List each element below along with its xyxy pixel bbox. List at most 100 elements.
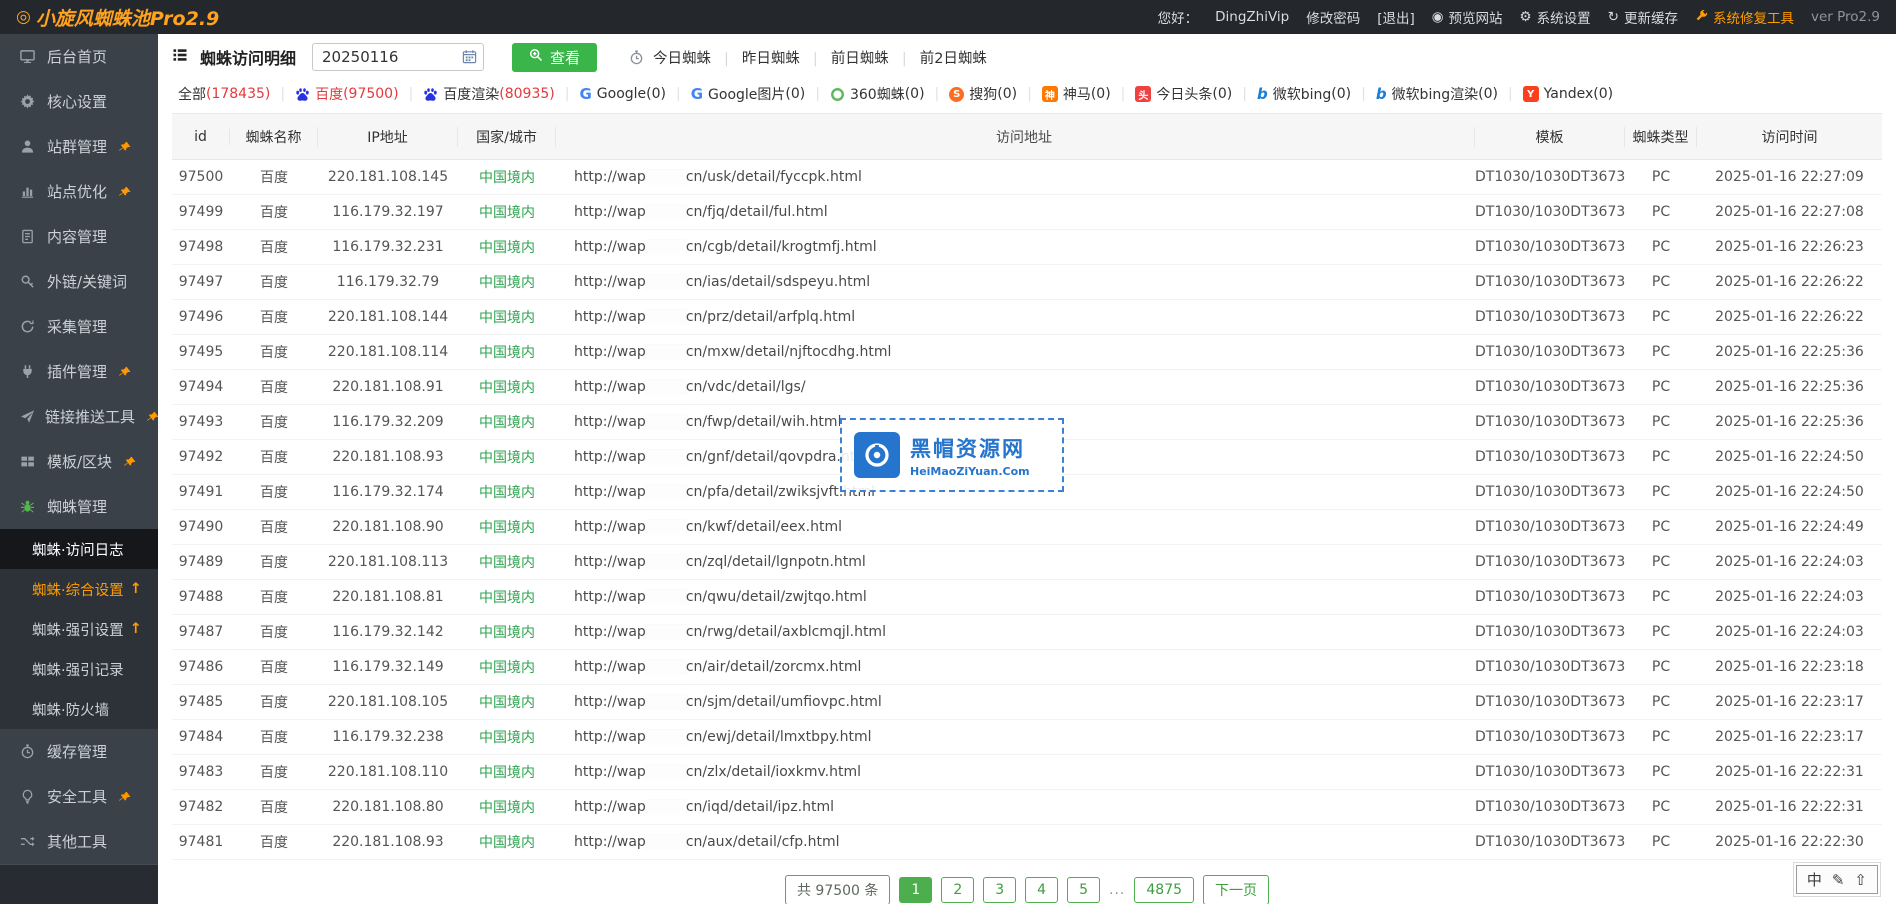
filter-item[interactable]: b 微软bing (0) — [1232, 84, 1351, 104]
system-settings-link[interactable]: ⚙ 系统设置 — [1519, 9, 1591, 27]
bing-icon: b — [1256, 85, 1268, 103]
bulb-icon — [20, 789, 37, 804]
filter-item[interactable]: 百度 (97500) — [270, 84, 399, 104]
sidebar-item-label: 其他工具 — [47, 833, 108, 851]
cell-region: 中国境内 — [479, 205, 535, 221]
filter-item[interactable]: b 微软bing渲染 (0) — [1351, 84, 1498, 104]
filter-item[interactable]: Y Yandex (0) — [1498, 86, 1613, 102]
page-button[interactable]: 3 — [983, 877, 1017, 903]
cell-ip: 116.179.32.209 — [332, 414, 444, 430]
cell-visit-time: 2025-01-16 22:24:03 — [1715, 624, 1864, 640]
filter-item[interactable]: 360蜘蛛 (0) — [805, 84, 925, 104]
quick-links: 今日蜘蛛 昨日蜘蛛 前日蜘蛛 前2日蜘蛛 — [629, 47, 987, 68]
cell-url: http://wap cn/zql/detail/lgnpotn.html — [556, 554, 1475, 570]
sidebar-item[interactable]: 蜘蛛管理 — [0, 484, 158, 529]
cell-visit-time: 2025-01-16 22:24:03 — [1715, 589, 1864, 605]
cell-url: http://wap cn/qwu/detail/zwjtqo.html — [556, 589, 1475, 605]
ime-pen-icon[interactable]: ✎ — [1831, 870, 1845, 889]
cell-region: 中国境内 — [479, 660, 535, 676]
sidebar-item[interactable]: 站群管理 — [0, 124, 158, 169]
preview-site-link[interactable]: ◉ 预览网站 — [1431, 9, 1503, 27]
sidebar-item[interactable]: 站点优化 — [0, 169, 158, 214]
cell-id: 97494 — [178, 379, 224, 395]
filter-item[interactable]: 全部 (178435) — [178, 84, 270, 104]
logout-link[interactable]: [退出] — [1377, 11, 1415, 27]
page-button[interactable]: 5 — [1067, 877, 1101, 903]
cell-spider-type: PC — [1651, 694, 1671, 710]
ime-language-toggle[interactable]: 中 — [1806, 871, 1822, 889]
filter-item[interactable]: 头 今日头条 (0) — [1111, 84, 1232, 104]
sidebar-item[interactable]: 内容管理 — [0, 214, 158, 259]
sidebar-subitem[interactable]: 蜘蛛·强引记录 ↑ — [0, 649, 158, 689]
cell-spider-name: 百度 — [260, 205, 288, 221]
sidebar-subitem[interactable]: 蜘蛛·访问日志 ↑ — [0, 529, 158, 569]
sidebar-item[interactable]: 采集管理 — [0, 304, 158, 349]
table-row: 97490 百度 220.181.108.90 中国境内 http://wap c… — [172, 510, 1882, 545]
filter-count: (0) — [1090, 86, 1111, 102]
sidebar-item[interactable]: 后台首页 — [0, 34, 158, 79]
sidebar-subitem[interactable]: 蜘蛛·综合设置 ↑ — [0, 569, 158, 609]
url-prefix: http://wap — [574, 414, 646, 430]
date-input[interactable] — [312, 43, 485, 71]
url-prefix: http://wap — [574, 729, 646, 745]
cell-spider-name: 百度 — [260, 730, 288, 746]
repair-tool-link[interactable]: 系统修复工具 — [1695, 7, 1794, 27]
filter-item[interactable]: 百度渲染 (80935) — [399, 84, 555, 104]
page-button[interactable]: 4 — [1025, 877, 1059, 903]
last-page-button[interactable]: 4875 — [1134, 877, 1195, 903]
sidebar-filler — [0, 864, 158, 904]
sidebar-item[interactable]: 安全工具 — [0, 774, 158, 819]
sidebar-item[interactable]: 插件管理 — [0, 349, 158, 394]
filter-count: (0) — [785, 86, 806, 102]
censored-domain — [645, 834, 686, 850]
url-path: cn/air/detail/zorcmx.html — [685, 659, 862, 675]
url-path: cn/vdc/detail/lgs/ — [685, 379, 806, 395]
filter-item[interactable]: G Google图片 (0) — [666, 84, 806, 104]
page-button[interactable]: 1 — [899, 877, 933, 903]
url-path: cn/rwg/detail/axblcmqjl.html — [685, 624, 886, 640]
table-row: 97485 百度 220.181.108.105 中国境内 http://wap… — [172, 685, 1882, 720]
sidebar-subitem[interactable]: 蜘蛛·强引设置 ↑ — [0, 609, 158, 649]
url-prefix: http://wap — [574, 239, 646, 255]
url-prefix: http://wap — [574, 519, 646, 535]
sidebar-item[interactable]: 核心设置 — [0, 79, 158, 124]
cell-spider-name: 百度 — [260, 625, 288, 641]
sidebar-item[interactable]: 外链/关键词 — [0, 259, 158, 304]
quick-link[interactable]: 前2日蜘蛛 — [889, 47, 987, 68]
quick-link[interactable]: 昨日蜘蛛 — [711, 47, 800, 68]
cell-url: http://wap cn/aux/detail/cfp.html — [556, 834, 1475, 850]
filter-item[interactable]: 神 神马 (0) — [1017, 84, 1111, 104]
sidebar-item[interactable]: 缓存管理 — [0, 729, 158, 774]
calendar-icon[interactable] — [462, 49, 477, 68]
table-row: 97500 百度 220.181.108.145 中国境内 http://wap… — [172, 160, 1882, 195]
url-prefix: http://wap — [574, 274, 646, 290]
next-page-button[interactable]: 下一页 — [1203, 875, 1270, 904]
filter-item[interactable]: G Google (0) — [555, 85, 666, 103]
quick-link[interactable]: 前日蜘蛛 — [800, 47, 889, 68]
sidebar-item[interactable]: 其他工具 — [0, 819, 158, 864]
sidebar-item-label: 链接推送工具 — [45, 408, 136, 426]
blocks-icon — [20, 454, 37, 469]
quick-link[interactable]: 今日蜘蛛 — [653, 50, 712, 67]
sidebar-item[interactable]: 链接推送工具 — [0, 394, 158, 439]
table-row: 97497 百度 116.179.32.79 中国境内 http://wap cn… — [172, 265, 1882, 300]
total-count-badge: 共 97500 条 — [784, 875, 891, 904]
cell-id: 97481 — [178, 834, 224, 850]
filter-item[interactable]: S 搜狗 (0) — [925, 84, 1017, 104]
change-password-link[interactable]: 修改密码 — [1306, 11, 1361, 27]
page-button[interactable]: 2 — [941, 877, 975, 903]
cell-spider-name: 百度 — [260, 450, 288, 466]
cell-spider-type: PC — [1651, 764, 1671, 780]
url-prefix: http://wap — [574, 764, 646, 780]
view-button[interactable]: 查看 — [512, 42, 598, 72]
ime-toolbar[interactable]: 中 ✎ ⇧ — [1792, 862, 1882, 897]
sidebar-item[interactable]: 模板/区块 — [0, 439, 158, 484]
cell-region: 中国境内 — [479, 555, 535, 571]
cell-spider-name: 百度 — [260, 520, 288, 536]
sidebar-subitem[interactable]: 蜘蛛·防火墙 ↑ — [0, 689, 158, 729]
cell-visit-time: 2025-01-16 22:22:31 — [1715, 799, 1864, 815]
s360-icon — [830, 87, 845, 102]
censored-domain — [645, 484, 686, 500]
ime-shift-icon[interactable]: ⇧ — [1854, 870, 1867, 889]
update-cache-link[interactable]: ↻ 更新缓存 — [1607, 9, 1678, 27]
